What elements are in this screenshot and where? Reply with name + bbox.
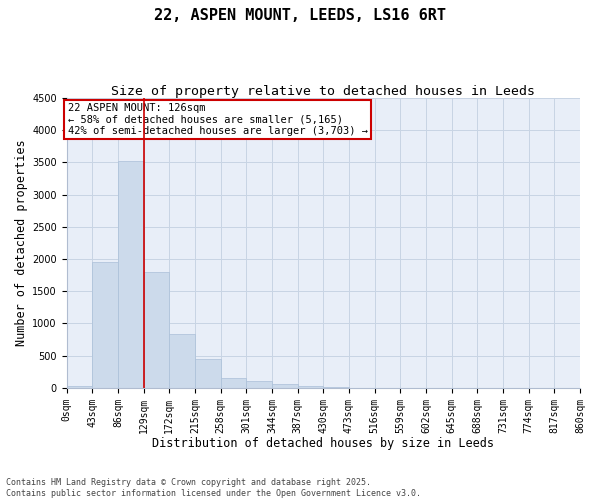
Bar — [118, 161, 143, 388]
Text: 22, ASPEN MOUNT, LEEDS, LS16 6RT: 22, ASPEN MOUNT, LEEDS, LS16 6RT — [154, 8, 446, 22]
Bar — [247, 382, 272, 388]
Bar — [169, 334, 195, 388]
Bar — [195, 359, 221, 388]
Bar — [221, 378, 247, 388]
Bar — [92, 262, 118, 388]
Y-axis label: Number of detached properties: Number of detached properties — [15, 140, 28, 346]
Title: Size of property relative to detached houses in Leeds: Size of property relative to detached ho… — [112, 85, 535, 98]
Bar — [143, 272, 169, 388]
Text: 22 ASPEN MOUNT: 126sqm
← 58% of detached houses are smaller (5,165)
42% of semi-: 22 ASPEN MOUNT: 126sqm ← 58% of detached… — [68, 103, 368, 136]
Text: Contains HM Land Registry data © Crown copyright and database right 2025.
Contai: Contains HM Land Registry data © Crown c… — [6, 478, 421, 498]
X-axis label: Distribution of detached houses by size in Leeds: Distribution of detached houses by size … — [152, 437, 494, 450]
Bar — [298, 386, 323, 388]
Bar — [323, 387, 349, 388]
Bar — [272, 384, 298, 388]
Bar — [67, 386, 92, 388]
